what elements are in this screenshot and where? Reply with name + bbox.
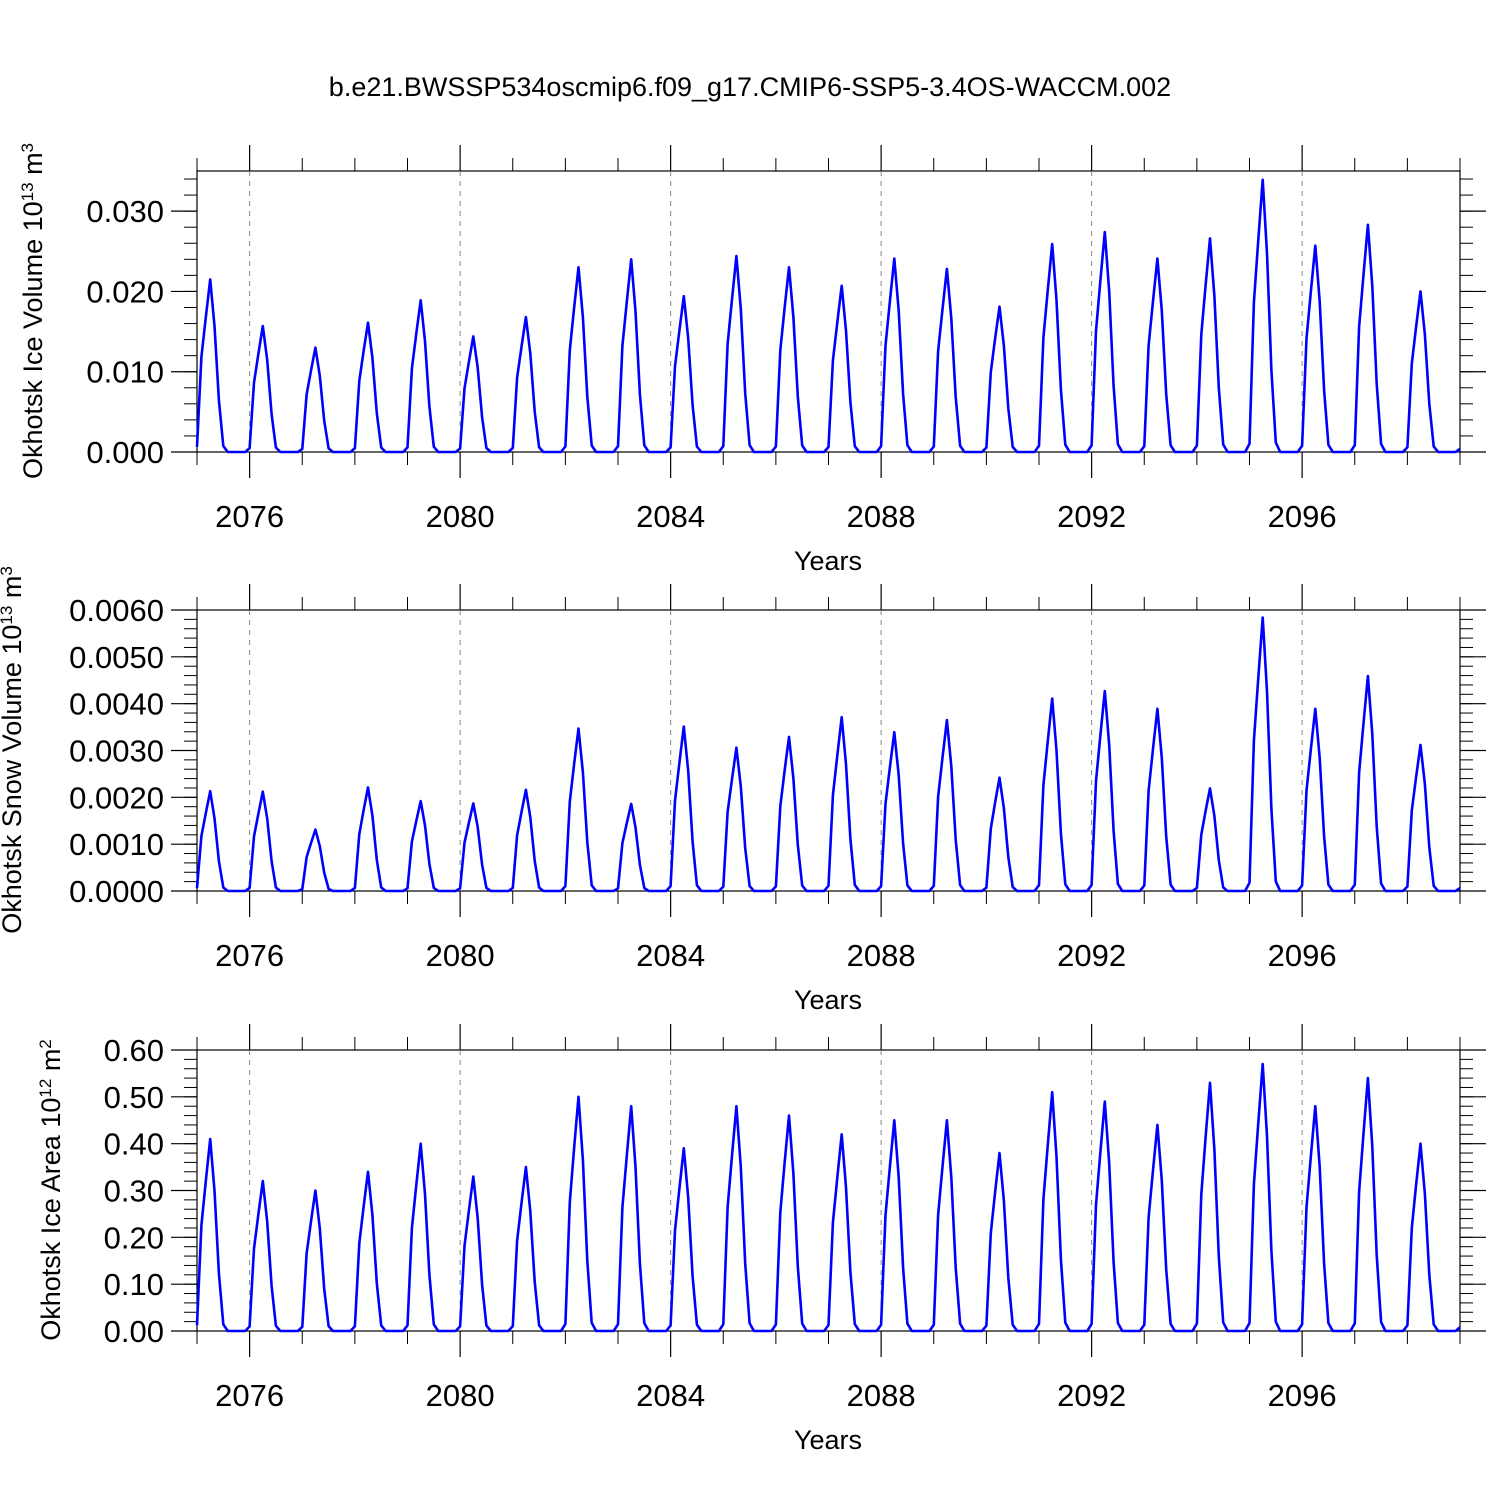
- x-tick-label: 2080: [426, 1378, 495, 1413]
- major-ticks: [171, 145, 1486, 478]
- y-axis-unit-sup: 2: [36, 1039, 55, 1048]
- y-tick-label: 0.0000: [69, 874, 164, 909]
- panel-ice-area: 0.00 0.10 0.20 0.30 0.40 0.50 0.60 2076 2080 208…: [36, 1024, 1486, 1455]
- x-tick-label: 2096: [1268, 938, 1337, 973]
- x-tick-label: 2088: [847, 499, 916, 534]
- y-tick-label: 0.00: [104, 1314, 164, 1349]
- major-ticks: [171, 584, 1486, 917]
- panel-snow-volume: 0.0000 0.0010 0.0020 0.0030 0.0040 0.0050 0.00…: [0, 566, 1486, 1015]
- major-ticks: [171, 1024, 1486, 1357]
- y-tick-labels: 0.0000 0.0010 0.0020 0.0030 0.0040 0.0050 0.00…: [69, 593, 164, 909]
- x-tick-label: 2076: [215, 499, 284, 534]
- x-gridlines: [249, 610, 1303, 891]
- y-axis-label: Okhotsk Ice Area 1012 m2: [36, 1039, 67, 1341]
- panel-ice-volume: 0.000 0.010 0.020 0.030 2076 2080 2084 2088 209…: [18, 143, 1486, 576]
- y-axis-unit-tail: m: [36, 1049, 66, 1079]
- y-tick-label: 0.030: [86, 194, 164, 229]
- y-tick-label: 0.0060: [69, 593, 164, 628]
- x-tick-label: 2084: [636, 938, 705, 973]
- y-axis-label: Okhotsk Ice Volume 1013 m3: [18, 143, 49, 479]
- x-tick-labels: 2076 2080 2084 2088 2092 2096: [215, 499, 1336, 534]
- y-axis-unit-tail: m: [0, 576, 27, 606]
- y-axis-label: Okhotsk Snow Volume 1013 m3: [0, 566, 27, 934]
- figure-title: b.e21.BWSSP534oscmip6.f09_g17.CMIP6-SSP5…: [329, 72, 1171, 102]
- y-tick-label: 0.40: [104, 1127, 164, 1162]
- y-axis-unit-exponent: 12: [36, 1079, 55, 1098]
- y-axis-unit-tail: m: [18, 152, 48, 182]
- x-axis-label: Years: [794, 985, 862, 1015]
- y-tick-label: 0.20: [104, 1220, 164, 1255]
- series-line-snow-volume: [195, 616, 1461, 893]
- x-axis-label: Years: [794, 1425, 862, 1455]
- y-tick-label: 0.0010: [69, 827, 164, 862]
- y-tick-label: 0.010: [86, 355, 164, 390]
- y-tick-label: 0.020: [86, 274, 164, 309]
- x-tick-label: 2088: [847, 1378, 916, 1413]
- x-axis-label: Years: [794, 546, 862, 576]
- x-gridlines: [249, 1050, 1303, 1331]
- x-tick-label: 2080: [426, 938, 495, 973]
- x-tick-labels: 2076 2080 2084 2088 2092 2096: [215, 938, 1336, 973]
- x-tick-label: 2076: [215, 938, 284, 973]
- y-axis-unit-exponent: 13: [18, 182, 37, 201]
- y-tick-label: 0.50: [104, 1080, 164, 1115]
- x-tick-label: 2096: [1268, 499, 1337, 534]
- y-tick-label: 0.10: [104, 1267, 164, 1302]
- series-line-ice-area: [195, 1062, 1461, 1333]
- y-tick-label: 0.0020: [69, 780, 164, 815]
- y-tick-label: 0.0040: [69, 687, 164, 722]
- y-axis-unit-sup: 3: [0, 566, 16, 575]
- y-tick-label: 0.60: [104, 1033, 164, 1068]
- x-tick-label: 2092: [1057, 938, 1126, 973]
- y-axis-label-name: Okhotsk Ice Volume: [18, 239, 48, 479]
- y-axis-unit-base: 10: [36, 1098, 66, 1128]
- y-axis-label-name: Okhotsk Snow Volume: [0, 662, 27, 934]
- y-axis-unit-exponent: 13: [0, 606, 16, 625]
- x-tick-label: 2080: [426, 499, 495, 534]
- x-tick-label: 2092: [1057, 1378, 1126, 1413]
- x-tick-label: 2084: [636, 499, 705, 534]
- x-tick-label: 2076: [215, 1378, 284, 1413]
- plot-frame: [196, 609, 1461, 892]
- y-axis-unit-base: 10: [0, 625, 27, 655]
- y-axis-unit-sup: 3: [18, 143, 37, 152]
- x-tick-labels: 2076 2080 2084 2088 2092 2096: [215, 1378, 1336, 1413]
- y-tick-labels: 0.000 0.010 0.020 0.030: [86, 194, 164, 470]
- x-tick-label: 2084: [636, 1378, 705, 1413]
- y-axis-label-name: Okhotsk Ice Area: [36, 1134, 66, 1341]
- y-tick-labels: 0.00 0.10 0.20 0.30 0.40 0.50 0.60: [104, 1033, 164, 1349]
- plot-frame: [196, 170, 1461, 453]
- x-tick-label: 2092: [1057, 499, 1126, 534]
- y-tick-label: 0.30: [104, 1174, 164, 1209]
- series-line-ice-volume: [195, 178, 1461, 454]
- plot-frame: [196, 1049, 1461, 1332]
- y-tick-label: 0.0030: [69, 734, 164, 769]
- x-tick-label: 2096: [1268, 1378, 1337, 1413]
- x-gridlines: [249, 171, 1303, 452]
- y-tick-label: 0.000: [86, 435, 164, 470]
- y-tick-label: 0.0050: [69, 640, 164, 675]
- x-tick-label: 2088: [847, 938, 916, 973]
- y-axis-unit-base: 10: [18, 201, 48, 231]
